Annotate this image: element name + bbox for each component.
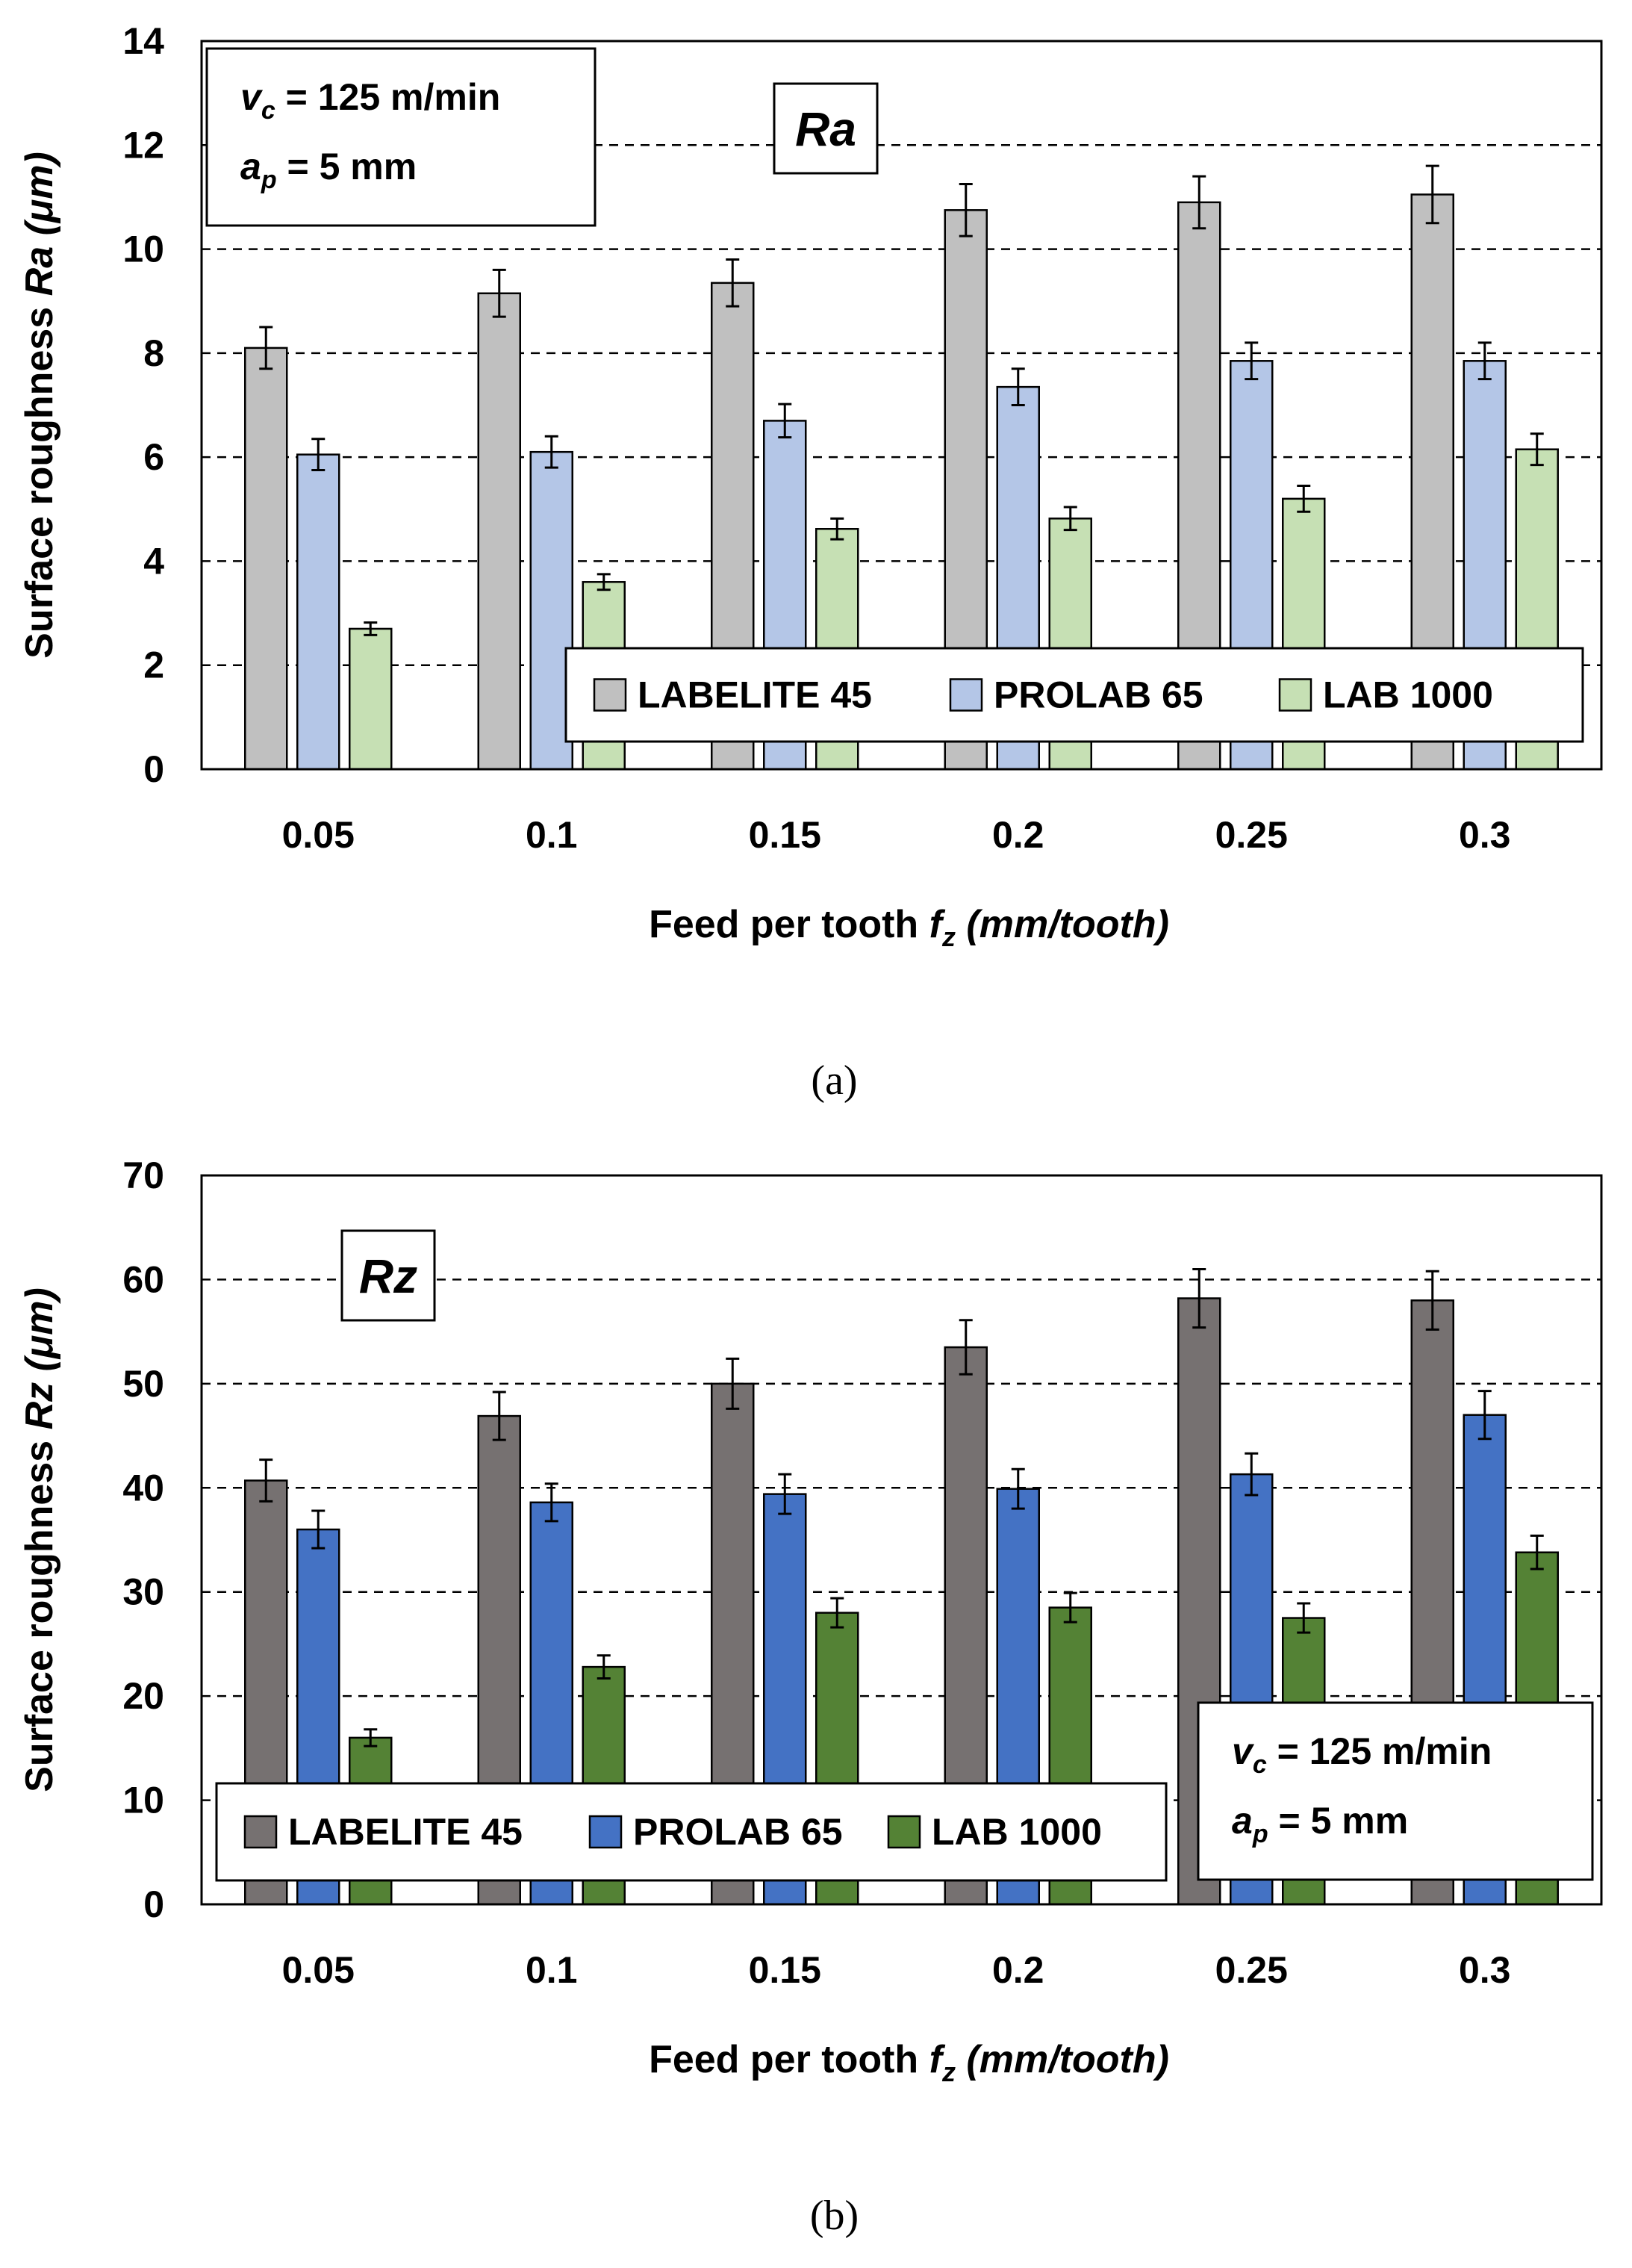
y-axis-title: Surface roughness Ra (μm) (18, 152, 61, 659)
x-tick-label: 0.1 (526, 814, 578, 856)
legend-swatch (949, 678, 983, 712)
x-tick-label: 0.3 (1459, 814, 1511, 856)
y-tick-label: 0 (143, 1883, 164, 1925)
chart-panel-rz: 0 10 20 30 40 50 60 70 0.05 0.1 0.15 0.2 0.25 0.3 Feed… (18, 1155, 1603, 2239)
legend-box (215, 1782, 1168, 1882)
y-tick-label: 14 (122, 20, 164, 62)
legend-swatch (887, 1815, 921, 1849)
x-axis-title-var: f (929, 903, 946, 946)
legend-box (564, 647, 1584, 743)
y-tick-label: 40 (122, 1467, 164, 1509)
x-axis-title-unit: (mm/tooth) (956, 2038, 1169, 2081)
plot-frame (200, 40, 1603, 771)
x-tick-label: 0.15 (749, 1949, 821, 1991)
x-axis-title-sub: z (941, 2057, 956, 2087)
parameter-sub: c (261, 96, 275, 125)
metric-label-box (773, 82, 879, 175)
y-tick-label: 4 (143, 540, 164, 582)
parameter-line1: vc = 125 m/min (1232, 1730, 1492, 1779)
metric-label-box (340, 1229, 436, 1322)
parameter-line1: vc = 125 m/min (240, 76, 500, 125)
x-tick-label: 0.25 (1215, 814, 1288, 856)
x-tick-label: 0.05 (282, 814, 355, 856)
bar (349, 627, 393, 771)
parameter-box (1197, 1701, 1594, 1881)
parameter-sub: p (1252, 1820, 1268, 1848)
parameter-var: v (1232, 1730, 1255, 1772)
y-axis-title-var: Ra (18, 246, 61, 296)
bar (296, 453, 340, 771)
x-axis-title-var: f (929, 2038, 946, 2081)
parameter-value: = 5 mm (277, 146, 417, 187)
legend-swatch (243, 1815, 278, 1849)
parameter-var: a (1232, 1800, 1253, 1842)
parameter-sub: p (261, 166, 277, 194)
parameter-value: = 125 m/min (275, 76, 501, 118)
y-tick-label: 0 (143, 748, 164, 790)
metric-label: Ra (795, 102, 856, 156)
x-tick-label: 0.2 (992, 814, 1044, 856)
y-tick-label: 2 (143, 644, 164, 686)
legend-label: PROLAB 65 (633, 1811, 843, 1853)
parameter-value: = 5 mm (1268, 1800, 1409, 1842)
panel-caption: (a) (811, 1057, 857, 1104)
legend-swatch (593, 678, 627, 712)
plot-frame (200, 1174, 1603, 1906)
x-axis-title-unit: (mm/tooth) (956, 903, 1169, 946)
legend-label: LAB 1000 (1323, 674, 1493, 716)
y-tick-label: 70 (122, 1155, 164, 1196)
y-axis-title-text: Surface roughness (18, 1429, 61, 1792)
x-tick-label: 0.1 (526, 1949, 578, 1991)
x-tick-label: 0.15 (749, 814, 821, 856)
y-tick-label: 10 (122, 229, 164, 270)
x-tick-label: 0.3 (1459, 1949, 1511, 1991)
parameter-var: a (240, 146, 261, 187)
y-tick-label: 20 (122, 1675, 164, 1717)
bar (244, 347, 288, 771)
x-axis-title-text: Feed per tooth (649, 903, 929, 946)
x-axis-title: Feed per tooth fz (mm/tooth) (649, 903, 1169, 952)
y-tick-label: 8 (143, 332, 164, 374)
parameter-sub: c (1253, 1750, 1267, 1779)
y-axis-title-text: Surface roughness (18, 296, 61, 658)
y-axis-title: Surface roughness Rz (μm) (18, 1287, 61, 1792)
metric-label: Rz (359, 1249, 417, 1303)
parameter-line2: ap = 5 mm (1232, 1800, 1408, 1848)
y-axis-title-var: Rz (18, 1382, 61, 1430)
legend-label: LAB 1000 (932, 1811, 1102, 1853)
x-tick-label: 0.05 (282, 1949, 355, 1991)
legend-swatch (1278, 678, 1312, 712)
parameter-var: v (240, 76, 264, 118)
x-axis-title-text: Feed per tooth (649, 2038, 929, 2081)
y-tick-label: 30 (122, 1571, 164, 1613)
legend-label: LABELITE 45 (638, 674, 872, 716)
x-tick-label: 0.25 (1215, 1949, 1288, 1991)
x-axis-title-sub: z (941, 922, 956, 952)
y-tick-label: 10 (122, 1780, 164, 1821)
y-axis-title-unit: (μm) (18, 1287, 61, 1382)
parameter-box (205, 47, 597, 227)
y-tick-label: 12 (122, 124, 164, 166)
legend-label: PROLAB 65 (994, 674, 1203, 716)
y-axis-title-unit: (μm) (18, 152, 61, 246)
parameter-line2: ap = 5 mm (240, 146, 417, 194)
bar (477, 292, 521, 771)
parameter-value: = 125 m/min (1267, 1730, 1492, 1772)
x-axis-title: Feed per tooth fz (mm/tooth) (649, 2038, 1169, 2087)
y-tick-label: 6 (143, 436, 164, 478)
legend-label: LABELITE 45 (288, 1811, 523, 1853)
panel-caption: (b) (810, 2193, 859, 2239)
y-tick-label: 60 (122, 1258, 164, 1300)
y-tick-label: 50 (122, 1363, 164, 1405)
chart-panel-ra: 0 2 4 6 8 10 12 14 0.05 0.1 0.15 0.2 0.25 0.3 Feed per… (18, 20, 1603, 1104)
legend-swatch (588, 1815, 623, 1849)
x-tick-label: 0.2 (992, 1949, 1044, 1991)
